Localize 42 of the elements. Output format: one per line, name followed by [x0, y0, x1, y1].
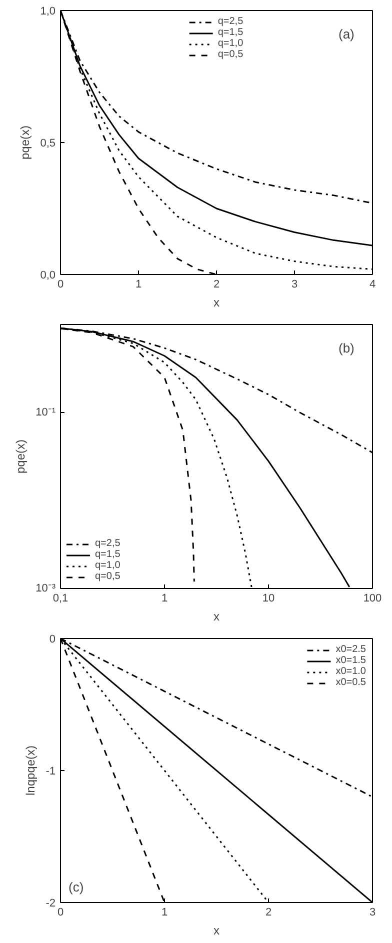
x-tick-label: 100 [363, 592, 382, 604]
x-tick-label: 2 [213, 278, 220, 290]
annotation: (b) [338, 340, 354, 356]
y-tick-label: 0,5 [40, 138, 56, 150]
y-tick-label: 1,0 [40, 6, 56, 18]
x-tick-label: 3 [369, 906, 376, 918]
x-axis-title: x [214, 924, 220, 938]
x-tick-label: 1 [161, 592, 168, 604]
x-tick-label: 0 [57, 906, 64, 918]
annotation: (c) [68, 880, 84, 894]
legend-label: q=1,0 [95, 560, 120, 571]
x-tick-label: 10 [262, 592, 275, 604]
legend-label: x0=0.5 [336, 677, 366, 688]
x-tick-label: 0,1 [52, 592, 68, 604]
legend-label: q=1,0 [218, 38, 244, 49]
x-tick-label: 1 [161, 906, 168, 918]
legend-label: q=0,5 [218, 49, 244, 60]
x-tick-label: 3 [291, 278, 298, 290]
x-tick-label: 4 [369, 278, 376, 290]
y-tick-label: -2 [46, 898, 56, 910]
x-tick-label: 0 [57, 278, 64, 290]
y-axis-title: lnqpqe(x) [24, 745, 38, 796]
y-axis-title: pqe(x) [14, 439, 28, 474]
legend-label: x0=2.5 [336, 644, 366, 655]
legend-label: x0=1.0 [336, 666, 366, 677]
annotation: (a) [338, 26, 354, 42]
x-axis-title: x [214, 296, 220, 310]
y-axis-title: pqe(x) [18, 125, 32, 160]
legend-label: q=1,5 [218, 27, 244, 38]
y-tick-label: 10⁻³ [36, 582, 56, 594]
y-tick-label: -1 [46, 766, 56, 778]
y-tick-label: 0 [49, 634, 56, 646]
x-tick-label: 1 [135, 278, 142, 290]
legend-label: q=0,5 [95, 571, 120, 582]
y-tick-label: 10⁻¹ [36, 406, 56, 418]
legend-label: x0=1.5 [336, 655, 366, 666]
legend-label: q=1,5 [95, 549, 120, 560]
y-tick-label: 0,0 [40, 270, 56, 282]
legend-label: q=2,5 [218, 16, 244, 27]
x-tick-label: 2 [265, 906, 272, 918]
x-axis-title: x [214, 610, 220, 624]
legend-label: q=2,5 [95, 538, 120, 549]
